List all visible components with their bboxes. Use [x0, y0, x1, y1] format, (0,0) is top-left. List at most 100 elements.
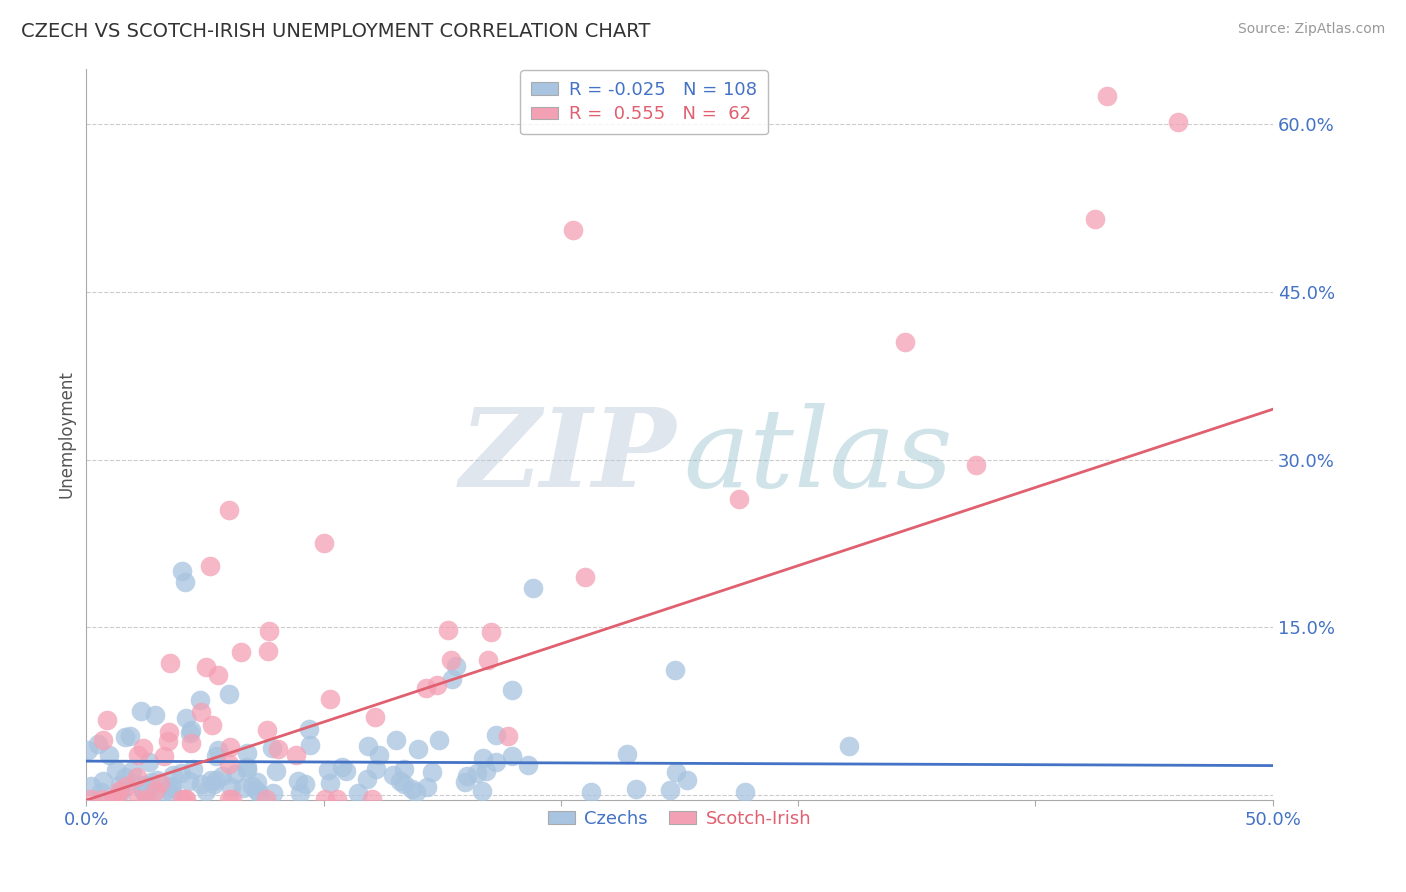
- Point: [159, 656, 181, 670]
- Point: [298, 722, 321, 736]
- Point: [626, 782, 648, 797]
- Point: [475, 764, 498, 778]
- Point: [415, 681, 437, 695]
- Point: [115, 779, 138, 793]
- Legend: Czechs, Scotch-Irish: Czechs, Scotch-Irish: [541, 803, 818, 835]
- Point: [143, 708, 166, 723]
- Point: [318, 692, 340, 706]
- Point: [108, 784, 131, 798]
- Point: [136, 792, 159, 806]
- Point: [231, 645, 253, 659]
- Point: [257, 624, 280, 638]
- Point: [170, 766, 193, 780]
- Point: [516, 758, 538, 772]
- Point: [522, 581, 544, 595]
- Point: [658, 783, 681, 797]
- Point: [218, 757, 240, 772]
- Point: [134, 787, 156, 801]
- Point: [285, 747, 308, 762]
- Point: [734, 785, 756, 799]
- Point: [335, 764, 357, 779]
- Point: [176, 792, 198, 806]
- Point: [965, 458, 987, 472]
- Point: [246, 774, 269, 789]
- Point: [235, 760, 257, 774]
- Point: [330, 760, 353, 774]
- Point: [385, 732, 408, 747]
- Point: [465, 765, 488, 780]
- Point: [170, 564, 193, 578]
- Point: [367, 747, 389, 762]
- Point: [288, 786, 311, 800]
- Point: [160, 779, 183, 793]
- Point: [224, 766, 246, 780]
- Point: [262, 786, 284, 800]
- Point: [190, 777, 212, 791]
- Point: [180, 723, 202, 737]
- Text: Source: ZipAtlas.com: Source: ZipAtlas.com: [1237, 22, 1385, 37]
- Point: [485, 756, 508, 770]
- Point: [456, 769, 478, 783]
- Point: [170, 792, 193, 806]
- Point: [114, 770, 136, 784]
- Point: [249, 786, 271, 800]
- Point: [195, 784, 218, 798]
- Text: ZIP: ZIP: [460, 402, 676, 510]
- Point: [245, 783, 267, 797]
- Point: [205, 749, 228, 764]
- Point: [218, 502, 240, 516]
- Point: [454, 775, 477, 789]
- Point: [174, 792, 197, 806]
- Point: [1095, 89, 1118, 103]
- Point: [1084, 212, 1107, 227]
- Point: [108, 778, 131, 792]
- Point: [294, 777, 316, 791]
- Point: [364, 710, 387, 724]
- Point: [218, 740, 240, 755]
- Point: [91, 773, 114, 788]
- Point: [129, 704, 152, 718]
- Point: [416, 780, 439, 795]
- Point: [105, 763, 128, 777]
- Point: [256, 644, 278, 658]
- Point: [479, 624, 502, 639]
- Point: [574, 570, 596, 584]
- Point: [894, 335, 917, 350]
- Point: [676, 772, 699, 787]
- Point: [80, 779, 103, 793]
- Point: [200, 773, 222, 788]
- Point: [665, 765, 688, 780]
- Point: [201, 718, 224, 732]
- Point: [211, 769, 233, 783]
- Point: [180, 736, 202, 750]
- Point: [728, 491, 751, 506]
- Point: [104, 792, 127, 806]
- Point: [360, 792, 382, 806]
- Point: [139, 775, 162, 789]
- Y-axis label: Unemployment: Unemployment: [58, 370, 75, 499]
- Point: [127, 792, 149, 806]
- Point: [444, 658, 467, 673]
- Point: [347, 786, 370, 800]
- Point: [471, 783, 494, 797]
- Point: [616, 747, 638, 762]
- Point: [156, 734, 179, 748]
- Point: [392, 777, 415, 791]
- Point: [121, 764, 143, 778]
- Point: [195, 660, 218, 674]
- Point: [267, 742, 290, 756]
- Point: [427, 732, 450, 747]
- Text: CZECH VS SCOTCH-IRISH UNEMPLOYMENT CORRELATION CHART: CZECH VS SCOTCH-IRISH UNEMPLOYMENT CORRE…: [21, 22, 651, 41]
- Point: [127, 747, 149, 762]
- Point: [190, 705, 212, 719]
- Point: [240, 779, 263, 793]
- Point: [152, 785, 174, 799]
- Point: [138, 756, 160, 770]
- Point: [366, 763, 388, 777]
- Point: [207, 743, 229, 757]
- Point: [501, 749, 523, 764]
- Point: [440, 653, 463, 667]
- Point: [134, 778, 156, 792]
- Point: [118, 729, 141, 743]
- Point: [471, 751, 494, 765]
